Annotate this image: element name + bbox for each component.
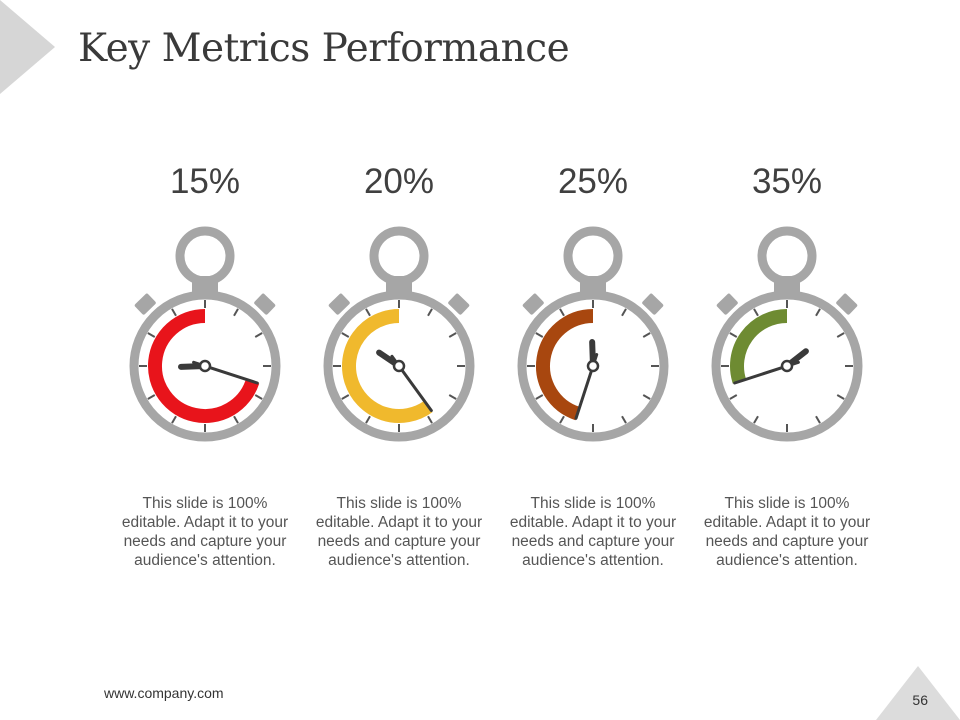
stopwatch-center-pin	[586, 359, 600, 373]
stopwatch-side-button	[836, 293, 858, 315]
stopwatch-center-pin	[198, 359, 212, 373]
metric-percent: 35%	[751, 162, 823, 201]
stopwatch-ring	[369, 226, 429, 286]
stopwatch-tick	[815, 308, 821, 317]
stopwatch-tick	[448, 394, 457, 400]
stopwatch-tick	[729, 394, 738, 400]
stopwatch-tick	[365, 415, 371, 424]
page-title: Key Metrics Performance	[78, 26, 570, 71]
stopwatch-tick	[365, 308, 371, 317]
stopwatch-tick	[341, 332, 350, 338]
stopwatch-tick	[254, 332, 263, 338]
stopwatch-tick	[836, 332, 845, 338]
stopwatch-tick	[147, 394, 156, 400]
stopwatch-side-button	[642, 293, 664, 315]
metric-card-4: 35% This slide is 100% editable. Adapt i…	[687, 160, 887, 570]
stopwatch-icon	[129, 226, 281, 442]
stopwatch-icon	[711, 226, 863, 442]
metric-percent: 20%	[363, 162, 435, 201]
stopwatch-tick	[815, 415, 821, 424]
stopwatch-side-button	[328, 293, 350, 315]
stopwatch-tick	[559, 308, 565, 317]
metric-description: This slide is 100% editable. Adapt it to…	[315, 495, 483, 569]
stopwatch-center-pin	[780, 359, 794, 373]
stopwatch-side-button	[134, 293, 156, 315]
stopwatch-tick	[729, 332, 738, 338]
stopwatch-tick	[642, 332, 651, 338]
footer-url: www.company.com	[104, 685, 224, 701]
stopwatch-tick	[753, 308, 759, 317]
stopwatch-tick	[836, 394, 845, 400]
corner-decoration-top-left	[0, 0, 55, 94]
stopwatch-icon	[323, 226, 475, 442]
corner-decoration-bottom-right	[876, 666, 960, 720]
stopwatch-icon	[517, 226, 669, 442]
progress-arc	[536, 309, 594, 421]
stopwatch-tick	[427, 415, 433, 424]
stopwatch-tick	[753, 415, 759, 424]
progress-arc	[342, 309, 433, 423]
metric-description: This slide is 100% editable. Adapt it to…	[703, 495, 871, 569]
metric-percent: 25%	[557, 162, 629, 201]
stopwatch-ring	[563, 226, 623, 286]
stopwatch-tick	[147, 332, 156, 338]
stopwatch-center-pin	[392, 359, 406, 373]
stopwatch-tick	[233, 415, 239, 424]
metric-description: This slide is 100% editable. Adapt it to…	[509, 495, 677, 569]
stopwatch-tick	[642, 394, 651, 400]
stopwatch-tick	[171, 308, 177, 317]
stopwatch-tick	[621, 308, 627, 317]
stopwatch-tick	[559, 415, 565, 424]
stopwatch-side-button	[716, 293, 738, 315]
stopwatch-side-button	[522, 293, 544, 315]
stopwatch-tick	[535, 394, 544, 400]
page-number: 56	[912, 692, 928, 708]
metric-description: This slide is 100% editable. Adapt it to…	[121, 495, 289, 569]
stopwatch-ring	[757, 226, 817, 286]
metric-percent: 15%	[169, 162, 241, 201]
stopwatch-tick	[171, 415, 177, 424]
metric-card-2: 20% This slide is 100% editable. Adapt i…	[299, 160, 499, 570]
progress-arc	[730, 309, 788, 384]
stopwatch-tick	[341, 394, 350, 400]
stopwatch-tick	[535, 332, 544, 338]
metric-card-3: 25% This slide is 100% editable. Adapt i…	[493, 160, 693, 570]
progress-arc	[148, 309, 260, 423]
stopwatch-tick	[233, 308, 239, 317]
stopwatch-ring	[175, 226, 235, 286]
metric-card-1: 15% This slide is 100% editable. Adapt i…	[105, 160, 305, 570]
stopwatch-tick	[254, 394, 263, 400]
stopwatch-tick	[427, 308, 433, 317]
stopwatch-side-button	[254, 293, 276, 315]
stopwatch-tick	[621, 415, 627, 424]
stopwatch-tick	[448, 332, 457, 338]
stopwatch-side-button	[448, 293, 470, 315]
